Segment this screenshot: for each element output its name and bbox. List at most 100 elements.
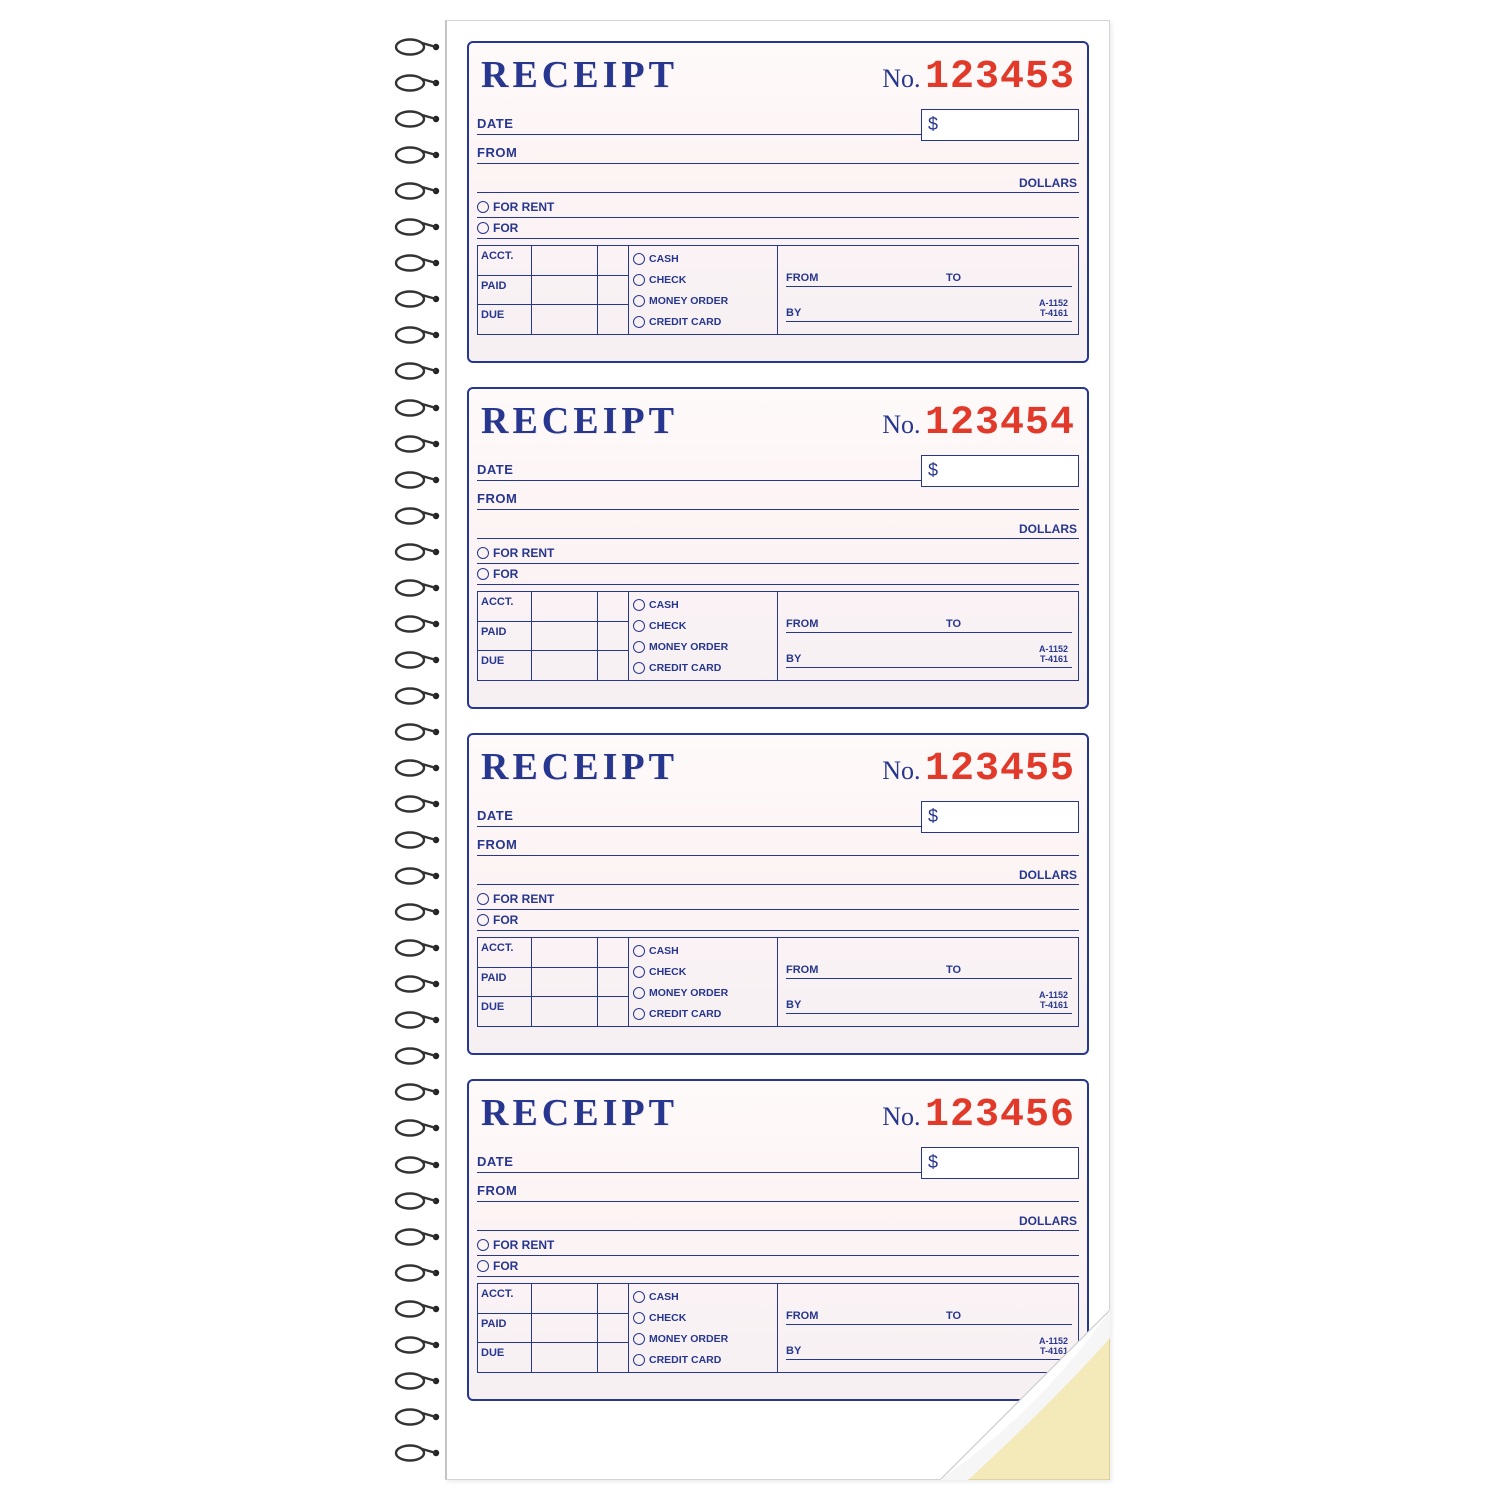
spiral-coil	[394, 615, 442, 633]
by-label: BY	[786, 307, 801, 319]
receipt-book: RECEIPT No. 123453 DATE FROM $ DOLLARS F…	[390, 20, 1110, 1480]
paid-label: PAID	[478, 622, 532, 651]
to-label: TO	[946, 964, 961, 976]
radio-icon	[477, 201, 489, 213]
due-label: DUE	[478, 651, 532, 680]
amount-box: $	[921, 1147, 1079, 1179]
by-label: BY	[786, 653, 801, 665]
spiral-coil	[394, 146, 442, 164]
for-option: FOR	[477, 564, 1079, 585]
receipt-number: 123455	[925, 747, 1075, 792]
receipt-title: RECEIPT	[481, 745, 678, 789]
spiral-coil	[394, 831, 442, 849]
dollars-label: DOLLARS	[1019, 522, 1077, 536]
date-label: DATE	[477, 116, 513, 131]
pay-option: MONEY ORDER	[633, 295, 773, 307]
radio-icon	[633, 987, 645, 999]
from-label: FROM	[477, 145, 517, 160]
pay-option: CREDIT CARD	[633, 662, 773, 674]
from-label: FROM	[477, 1183, 517, 1198]
amount-box: $	[921, 801, 1079, 833]
for-rent-option: FOR RENT	[477, 543, 1079, 564]
pay-option: CHECK	[633, 1312, 773, 1324]
date-label: DATE	[477, 1154, 513, 1169]
account-table: ACCT. PAID DUE	[478, 1284, 629, 1372]
spiral-coil	[394, 867, 442, 885]
spiral-coil	[394, 1083, 442, 1101]
spiral-coil	[394, 38, 442, 56]
spiral-coil	[394, 290, 442, 308]
spiral-coil	[394, 1300, 442, 1318]
spiral-coil	[394, 110, 442, 128]
spiral-coil	[394, 723, 442, 741]
radio-icon	[477, 1239, 489, 1251]
receipt-pad: RECEIPT No. 123453 DATE FROM $ DOLLARS F…	[445, 20, 1110, 1480]
receipt-title: RECEIPT	[481, 53, 678, 97]
paid-label: PAID	[478, 968, 532, 997]
spiral-coil	[394, 1408, 442, 1426]
spiral-coil	[394, 1011, 442, 1029]
amount-box: $	[921, 455, 1079, 487]
radio-icon	[633, 1312, 645, 1324]
receipt: RECEIPT No. 123453 DATE FROM $ DOLLARS F…	[467, 41, 1089, 363]
for-label: FOR	[493, 1259, 518, 1273]
spiral-coil	[394, 399, 442, 417]
receipt-number: 123454	[925, 401, 1075, 446]
amount-box: $	[921, 109, 1079, 141]
radio-icon	[633, 253, 645, 265]
for-rent-option: FOR RENT	[477, 1235, 1079, 1256]
radio-icon	[633, 274, 645, 286]
receipt-number: 123453	[925, 55, 1075, 100]
radio-icon	[477, 547, 489, 559]
form-codes: A-1152T-4161	[1039, 645, 1068, 665]
from-label: FROM	[477, 837, 517, 852]
radio-icon	[477, 222, 489, 234]
date-label: DATE	[477, 808, 513, 823]
pay-option: CASH	[633, 945, 773, 957]
due-label: DUE	[478, 305, 532, 334]
form-codes: A-1152T-4161	[1039, 299, 1068, 319]
from-to-section: FROM TO BY A-1152T-4161	[778, 938, 1078, 1026]
pay-option: CREDIT CARD	[633, 1354, 773, 1366]
spiral-coil	[394, 903, 442, 921]
from2-label: FROM	[786, 964, 818, 976]
payment-options: CASHCHECKMONEY ORDERCREDIT CARD	[629, 592, 778, 680]
pay-option: MONEY ORDER	[633, 1333, 773, 1345]
by-label: BY	[786, 999, 801, 1011]
to-label: TO	[946, 618, 961, 630]
radio-icon	[633, 662, 645, 674]
radio-icon	[633, 295, 645, 307]
for-rent-label: FOR RENT	[493, 1238, 554, 1252]
number-label: No.	[882, 756, 920, 785]
radio-icon	[633, 1008, 645, 1020]
spiral-coil	[394, 1119, 442, 1137]
payment-options: CASHCHECKMONEY ORDERCREDIT CARD	[629, 1284, 778, 1372]
dollars-label: DOLLARS	[1019, 1214, 1077, 1228]
spiral-coil	[394, 182, 442, 200]
acct-label: ACCT.	[478, 246, 532, 275]
number-label: No.	[882, 410, 920, 439]
spiral-coil	[394, 759, 442, 777]
from-label: FROM	[477, 491, 517, 506]
radio-icon	[477, 914, 489, 926]
for-rent-label: FOR RENT	[493, 892, 554, 906]
radio-icon	[633, 620, 645, 632]
acct-label: ACCT.	[478, 592, 532, 621]
pay-option: CASH	[633, 599, 773, 611]
radio-icon	[477, 893, 489, 905]
spiral-coil	[394, 543, 442, 561]
radio-icon	[633, 966, 645, 978]
radio-icon	[633, 1354, 645, 1366]
spiral-coil	[394, 1192, 442, 1210]
spiral-coil	[394, 1228, 442, 1246]
spiral-coil	[394, 1264, 442, 1282]
spiral-coil	[394, 507, 442, 525]
from2-label: FROM	[786, 618, 818, 630]
radio-icon	[633, 945, 645, 957]
from2-label: FROM	[786, 272, 818, 284]
radio-icon	[477, 568, 489, 580]
pay-option: MONEY ORDER	[633, 641, 773, 653]
receipt-title: RECEIPT	[481, 1091, 678, 1135]
pay-option: CREDIT CARD	[633, 1008, 773, 1020]
due-label: DUE	[478, 997, 532, 1026]
